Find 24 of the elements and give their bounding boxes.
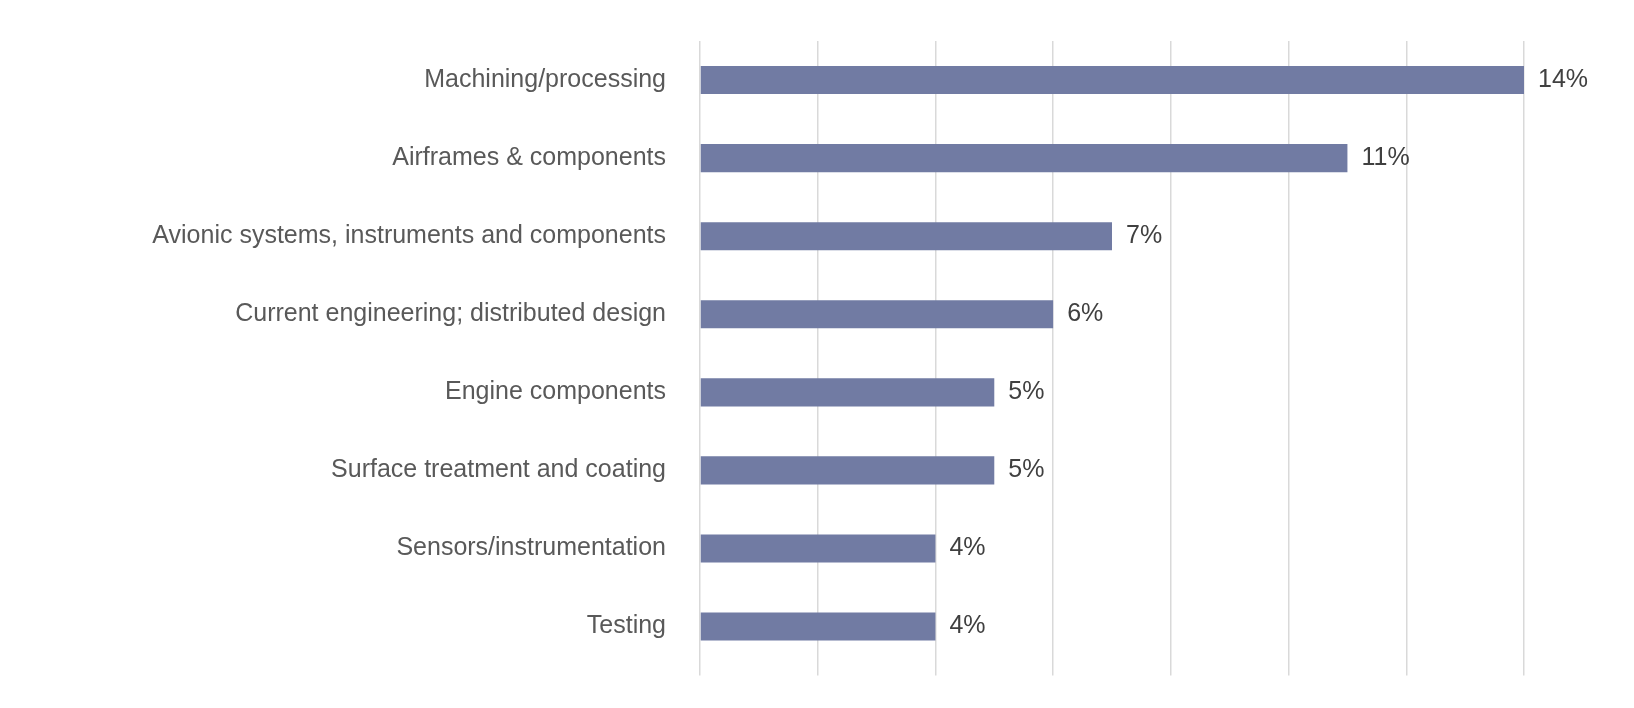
- y-tick-label: Avionic systems, instruments and components: [152, 220, 666, 249]
- y-tick-label: Surface treatment and coating: [331, 454, 666, 483]
- data-label: 7%: [1126, 220, 1163, 249]
- bar: [700, 534, 936, 563]
- y-tick-label: Airframes & components: [392, 142, 666, 170]
- data-label: 6%: [1067, 298, 1104, 327]
- bar: [700, 300, 1054, 329]
- bar: [700, 144, 1348, 173]
- data-label: 4%: [949, 610, 986, 639]
- data-label: 5%: [1008, 376, 1045, 405]
- bar: [700, 456, 995, 485]
- bar: [700, 378, 995, 407]
- data-label: 4%: [949, 532, 986, 561]
- y-tick-label: Engine components: [445, 376, 666, 405]
- bar: [700, 65, 1524, 95]
- bar: [700, 612, 936, 641]
- y-tick-label: Testing: [586, 610, 666, 639]
- data-label: 14%: [1538, 63, 1589, 92]
- y-tick-label: Sensors/instrumentation: [396, 532, 666, 561]
- data-label: 11%: [1361, 142, 1410, 170]
- bar: [700, 222, 1112, 251]
- data-label: 5%: [1008, 454, 1045, 483]
- y-tick-label: Machining/processing: [424, 63, 666, 92]
- y-tick-label: Current engineering; distributed design: [235, 298, 666, 327]
